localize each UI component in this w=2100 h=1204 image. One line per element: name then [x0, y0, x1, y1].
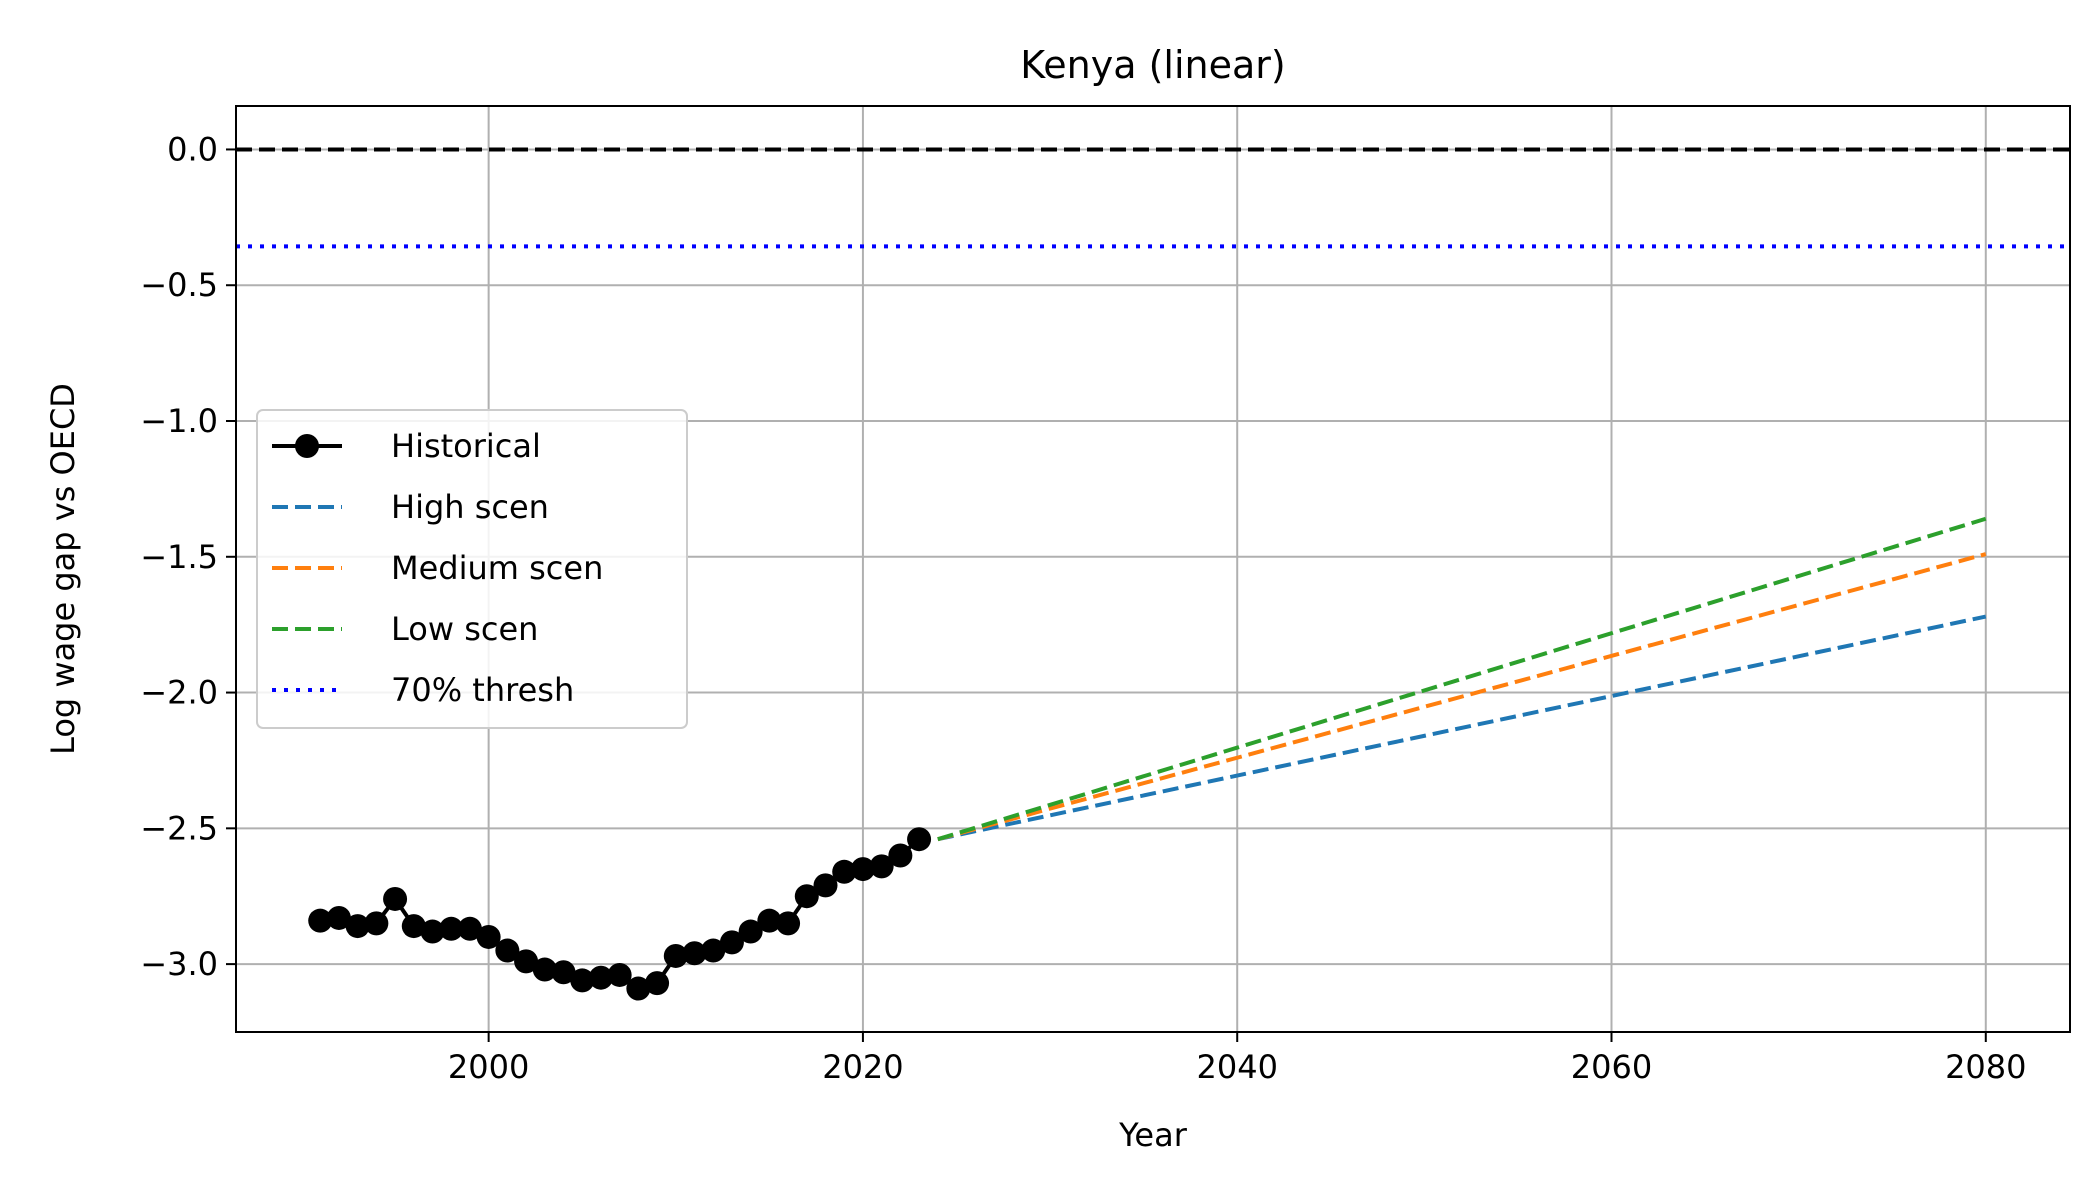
data-point	[776, 911, 801, 936]
data-point	[383, 886, 408, 911]
legend-marker-historical	[295, 434, 319, 458]
chart-title: Kenya (linear)	[1020, 43, 1285, 87]
series-line-high-scen	[937, 614, 1987, 842]
data-point	[701, 938, 726, 963]
data-point	[907, 827, 932, 852]
data-point	[869, 854, 894, 879]
data-point	[476, 924, 501, 949]
y-tick-label: −2.0	[140, 674, 218, 712]
series-line-low-scen	[937, 516, 1987, 842]
data-point	[439, 916, 464, 941]
data-point	[626, 976, 651, 1001]
data-point	[326, 905, 351, 930]
x-tick-label: 2080	[1945, 1048, 2026, 1086]
legend-label-historical: Historical	[391, 427, 541, 465]
y-axis-title: Log wage gap vs OECD	[44, 383, 82, 755]
x-tick-label: 2020	[822, 1048, 903, 1086]
data-point	[401, 914, 426, 939]
y-tick-label: −2.5	[140, 809, 218, 847]
series-line-medium-scen	[937, 552, 1987, 842]
data-point	[588, 965, 613, 990]
data-point	[832, 859, 857, 884]
data-point	[308, 908, 333, 933]
plot-frame	[235, 105, 2071, 1033]
data-point	[457, 916, 482, 941]
data-point	[738, 919, 763, 944]
x-tick-label: 2060	[1571, 1048, 1652, 1086]
y-tick-label: 0.0	[167, 130, 218, 168]
x-axis-title: Year	[1118, 1116, 1188, 1154]
data-point	[757, 908, 782, 933]
data-point	[551, 960, 576, 985]
data-point	[663, 943, 688, 968]
y-tick-label: −1.5	[140, 538, 218, 576]
legend-box	[256, 409, 688, 729]
data-point	[495, 938, 520, 963]
data-point	[645, 971, 670, 996]
x-tick-label: 2040	[1196, 1048, 1277, 1086]
data-point	[570, 968, 595, 993]
data-point	[719, 930, 744, 955]
data-point	[532, 957, 557, 982]
data-point	[607, 962, 632, 987]
data-point	[345, 914, 370, 939]
data-point	[420, 919, 445, 944]
y-tick-label: −1.0	[140, 402, 218, 440]
tick-layer: 2000 2020 2040 2060 2080 0.0 −0.5 −1.0 −1.5 −2.0 −…	[140, 130, 2026, 1086]
y-tick-label: −3.0	[140, 945, 218, 983]
data-point	[813, 873, 838, 898]
data-point	[888, 843, 913, 868]
data-point	[850, 857, 875, 882]
legend-label-70-thresh: 70% thresh	[391, 671, 574, 709]
legend-label-medium-scen: Medium scen	[391, 549, 603, 587]
data-point	[794, 884, 819, 909]
legend-label-low-scen: Low scen	[391, 610, 538, 648]
y-tick-label: −0.5	[140, 266, 218, 304]
data-point	[682, 941, 707, 966]
data-point	[364, 911, 389, 936]
x-tick-label: 2000	[448, 1048, 529, 1086]
legend-label-high-scen: High scen	[391, 488, 549, 526]
data-layer	[236, 147, 2070, 1001]
legend: Historical High scen Medium scen Low scen 70…	[256, 409, 688, 729]
data-point	[514, 949, 539, 974]
